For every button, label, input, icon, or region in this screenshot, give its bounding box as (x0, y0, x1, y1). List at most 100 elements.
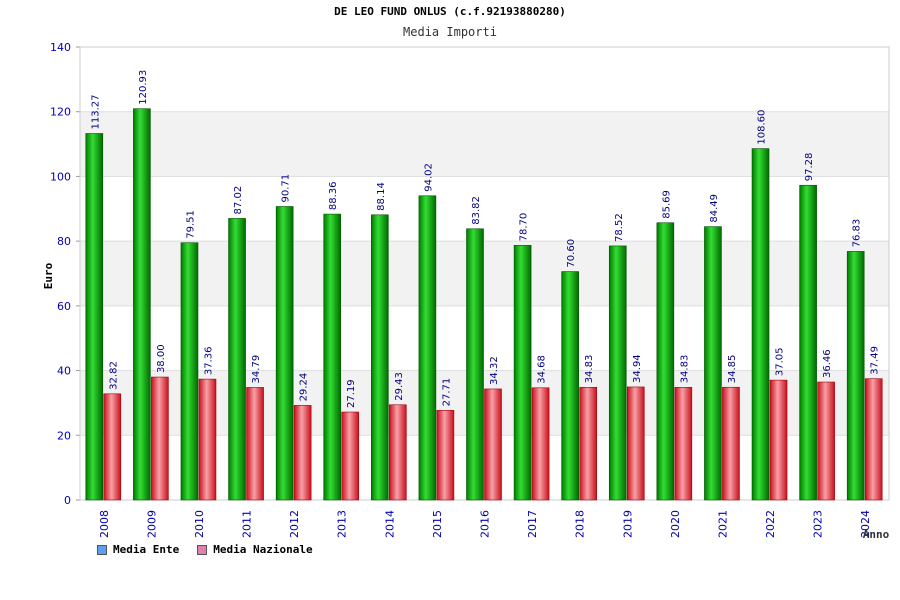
bar-media-nazionale (389, 404, 407, 501)
data-label: 34.94 (632, 354, 643, 383)
data-label: 36.46 (822, 349, 833, 378)
x-tick-label: 2017 (526, 510, 539, 538)
bar-media-nazionale (341, 411, 360, 501)
bar-media-nazionale (103, 393, 122, 501)
bar-media-nazionale (864, 378, 883, 501)
bar-media-ente (323, 213, 342, 501)
bar-media-nazionale (769, 379, 788, 501)
x-tick-label: 2023 (812, 510, 825, 538)
x-tick-label: 2019 (621, 510, 634, 538)
x-tick-label: 2018 (574, 510, 587, 538)
data-label: 120.93 (138, 70, 149, 105)
bar-media-nazionale (293, 405, 312, 501)
bar-media-ente (561, 271, 579, 501)
data-label: 88.36 (328, 181, 339, 210)
grid-band (80, 47, 889, 112)
data-label: 34.83 (679, 355, 690, 384)
bar-media-ente (275, 206, 294, 501)
bar-media-nazionale (626, 386, 645, 501)
data-label: 37.36 (203, 346, 214, 375)
legend-swatch-ente (97, 544, 107, 555)
data-label: 34.85 (727, 355, 738, 384)
y-tick-label: 0 (64, 494, 71, 507)
chart-subtitle: Media Importi (403, 25, 497, 39)
bar-media-nazionale (579, 387, 597, 501)
bar-media-ente (846, 251, 865, 501)
data-label: 85.69 (661, 190, 672, 219)
y-tick-label: 60 (57, 300, 71, 313)
data-label: 90.71 (281, 174, 292, 203)
legend-item-ente: Media Ente (97, 543, 179, 556)
bar-media-ente (85, 133, 104, 501)
data-label: 83.82 (471, 196, 482, 225)
bar-media-ente (799, 184, 817, 501)
bar-media-ente (608, 245, 627, 501)
bar-media-nazionale (436, 410, 455, 501)
bar-media-nazionale (817, 381, 835, 501)
bar-media-nazionale (484, 388, 502, 501)
x-tick-label: 2013 (336, 510, 349, 538)
y-tick-label: 100 (50, 170, 71, 183)
x-tick-label: 2014 (383, 510, 396, 538)
data-label: 97.28 (804, 153, 815, 182)
x-tick-label: 2010 (193, 510, 206, 538)
y-axis-label: Euro (42, 262, 55, 289)
data-label: 34.79 (251, 355, 262, 384)
bar-media-nazionale (722, 386, 740, 501)
bar-media-ente (513, 245, 532, 501)
legend: Media Ente Media Nazionale (97, 543, 313, 556)
data-label: 34.83 (584, 355, 595, 384)
data-label: 113.27 (90, 94, 101, 129)
y-tick-label: 20 (57, 429, 71, 442)
bar-media-nazionale (246, 387, 264, 501)
legend-item-nazionale: Media Nazionale (197, 543, 313, 556)
x-tick-label: 2009 (145, 510, 158, 538)
data-label: 108.60 (757, 110, 768, 145)
bar-media-ente (228, 218, 246, 501)
data-label: 84.49 (709, 194, 720, 223)
data-label: 87.02 (233, 186, 244, 215)
data-label: 32.82 (108, 361, 119, 390)
bar-media-ente (133, 108, 151, 501)
x-tick-label: 2011 (241, 510, 254, 538)
y-tick-label: 140 (50, 41, 71, 54)
y-tick-label: 40 (57, 365, 71, 378)
data-label: 70.60 (566, 239, 577, 268)
data-label: 78.52 (614, 213, 625, 242)
data-label: 29.43 (394, 372, 405, 401)
data-label: 27.19 (346, 379, 357, 408)
bar-media-ente (704, 226, 722, 501)
data-label: 27.71 (441, 378, 452, 407)
data-label: 79.51 (185, 210, 196, 239)
x-axis-label: Anno (863, 528, 890, 541)
bar-media-ente (466, 228, 484, 501)
y-tick-label: 80 (57, 235, 71, 248)
x-tick-label: 2024 (859, 510, 872, 538)
bar-media-ente (656, 222, 675, 501)
data-label: 88.14 (376, 182, 387, 211)
bar-media-nazionale (674, 387, 693, 501)
bar-media-ente (751, 148, 770, 501)
bar-media-nazionale (151, 376, 169, 501)
data-label: 76.83 (852, 219, 863, 248)
x-tick-label: 2020 (669, 510, 682, 538)
bar-media-ente (418, 195, 437, 501)
data-label: 34.32 (489, 356, 500, 385)
bar-media-nazionale (531, 387, 550, 501)
bar-media-nazionale (198, 378, 217, 501)
x-tick-label: 2012 (288, 510, 301, 538)
legend-swatch-nazionale (197, 544, 208, 555)
x-tick-label: 2022 (764, 510, 777, 538)
legend-label-nazionale: Media Nazionale (213, 543, 313, 556)
data-label: 37.05 (775, 347, 786, 376)
x-tick-label: 2016 (479, 510, 492, 538)
data-label: 78.70 (519, 213, 530, 242)
data-label: 34.68 (537, 355, 548, 384)
chart-title: DE LEO FUND ONLUS (c.f.92193880280) (334, 5, 566, 18)
x-tick-label: 2015 (431, 510, 444, 538)
data-label: 37.49 (870, 346, 881, 375)
bar-media-ente (180, 242, 199, 501)
data-label: 94.02 (423, 163, 434, 192)
x-tick-label: 2021 (716, 510, 729, 538)
